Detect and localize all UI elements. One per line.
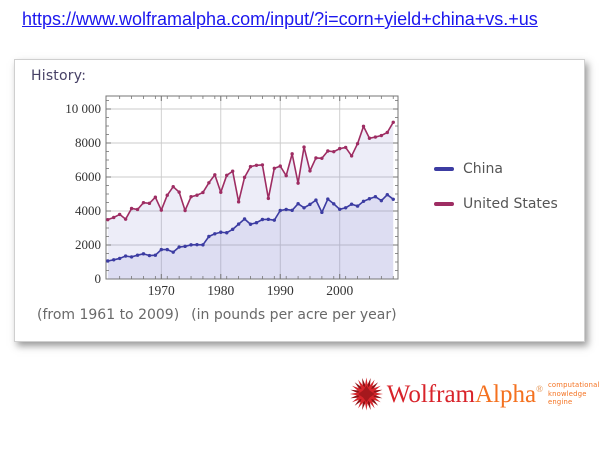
legend-item: United States [434,195,558,213]
legend-swatch [434,202,454,206]
svg-text:1990: 1990 [267,283,294,298]
brand-alpha: Alpha [475,380,537,408]
tagline-line2: knowledge engine [547,389,587,407]
svg-text:10 000: 10 000 [65,101,101,116]
svg-text:6000: 6000 [75,169,101,184]
chart-caption: (from 1961 to 2009) (in pounds per acre p… [37,307,409,323]
content-panel: History: 0 2000 4000 6000 8000 10 000 1970 1980… [14,59,585,342]
spikey-icon [349,377,383,411]
history-label: History: [31,68,87,84]
svg-text:1980: 1980 [207,283,234,298]
legend-label: China [463,161,503,177]
caption-range: (from 1961 to 2009) [37,307,180,323]
legend-swatch [434,167,454,171]
registered-mark: ® [536,383,543,394]
history-chart: 0 2000 4000 6000 8000 10 000 1970 1980 1990 2000 [65,95,399,298]
legend-item: China [434,160,558,178]
caption-units: (in pounds per acre per year) [191,307,397,323]
logo-tagline: computational™ knowledge engine [548,381,600,406]
wolfram-logo: WolframAlpha® computational™ knowledge e… [348,374,600,414]
history-chart-area: 0 2000 4000 6000 8000 10 000 1970 1980 1990 2000 [59,87,411,309]
brand-wolfram: Wolfram [386,380,475,408]
chart-legend: China United States [434,160,558,230]
svg-text:2000: 2000 [75,237,101,252]
svg-text:0: 0 [95,271,102,286]
svg-text:2000: 2000 [326,283,353,298]
url-link[interactable]: https://www.wolframalpha.com/input/?i=co… [22,9,538,29]
wolfram-wordmark: WolframAlpha® [387,382,543,407]
legend-label: United States [463,196,558,212]
svg-text:8000: 8000 [75,135,101,150]
tagline-line1: computational [547,381,600,390]
svg-text:1970: 1970 [148,283,175,298]
svg-text:4000: 4000 [75,203,101,218]
